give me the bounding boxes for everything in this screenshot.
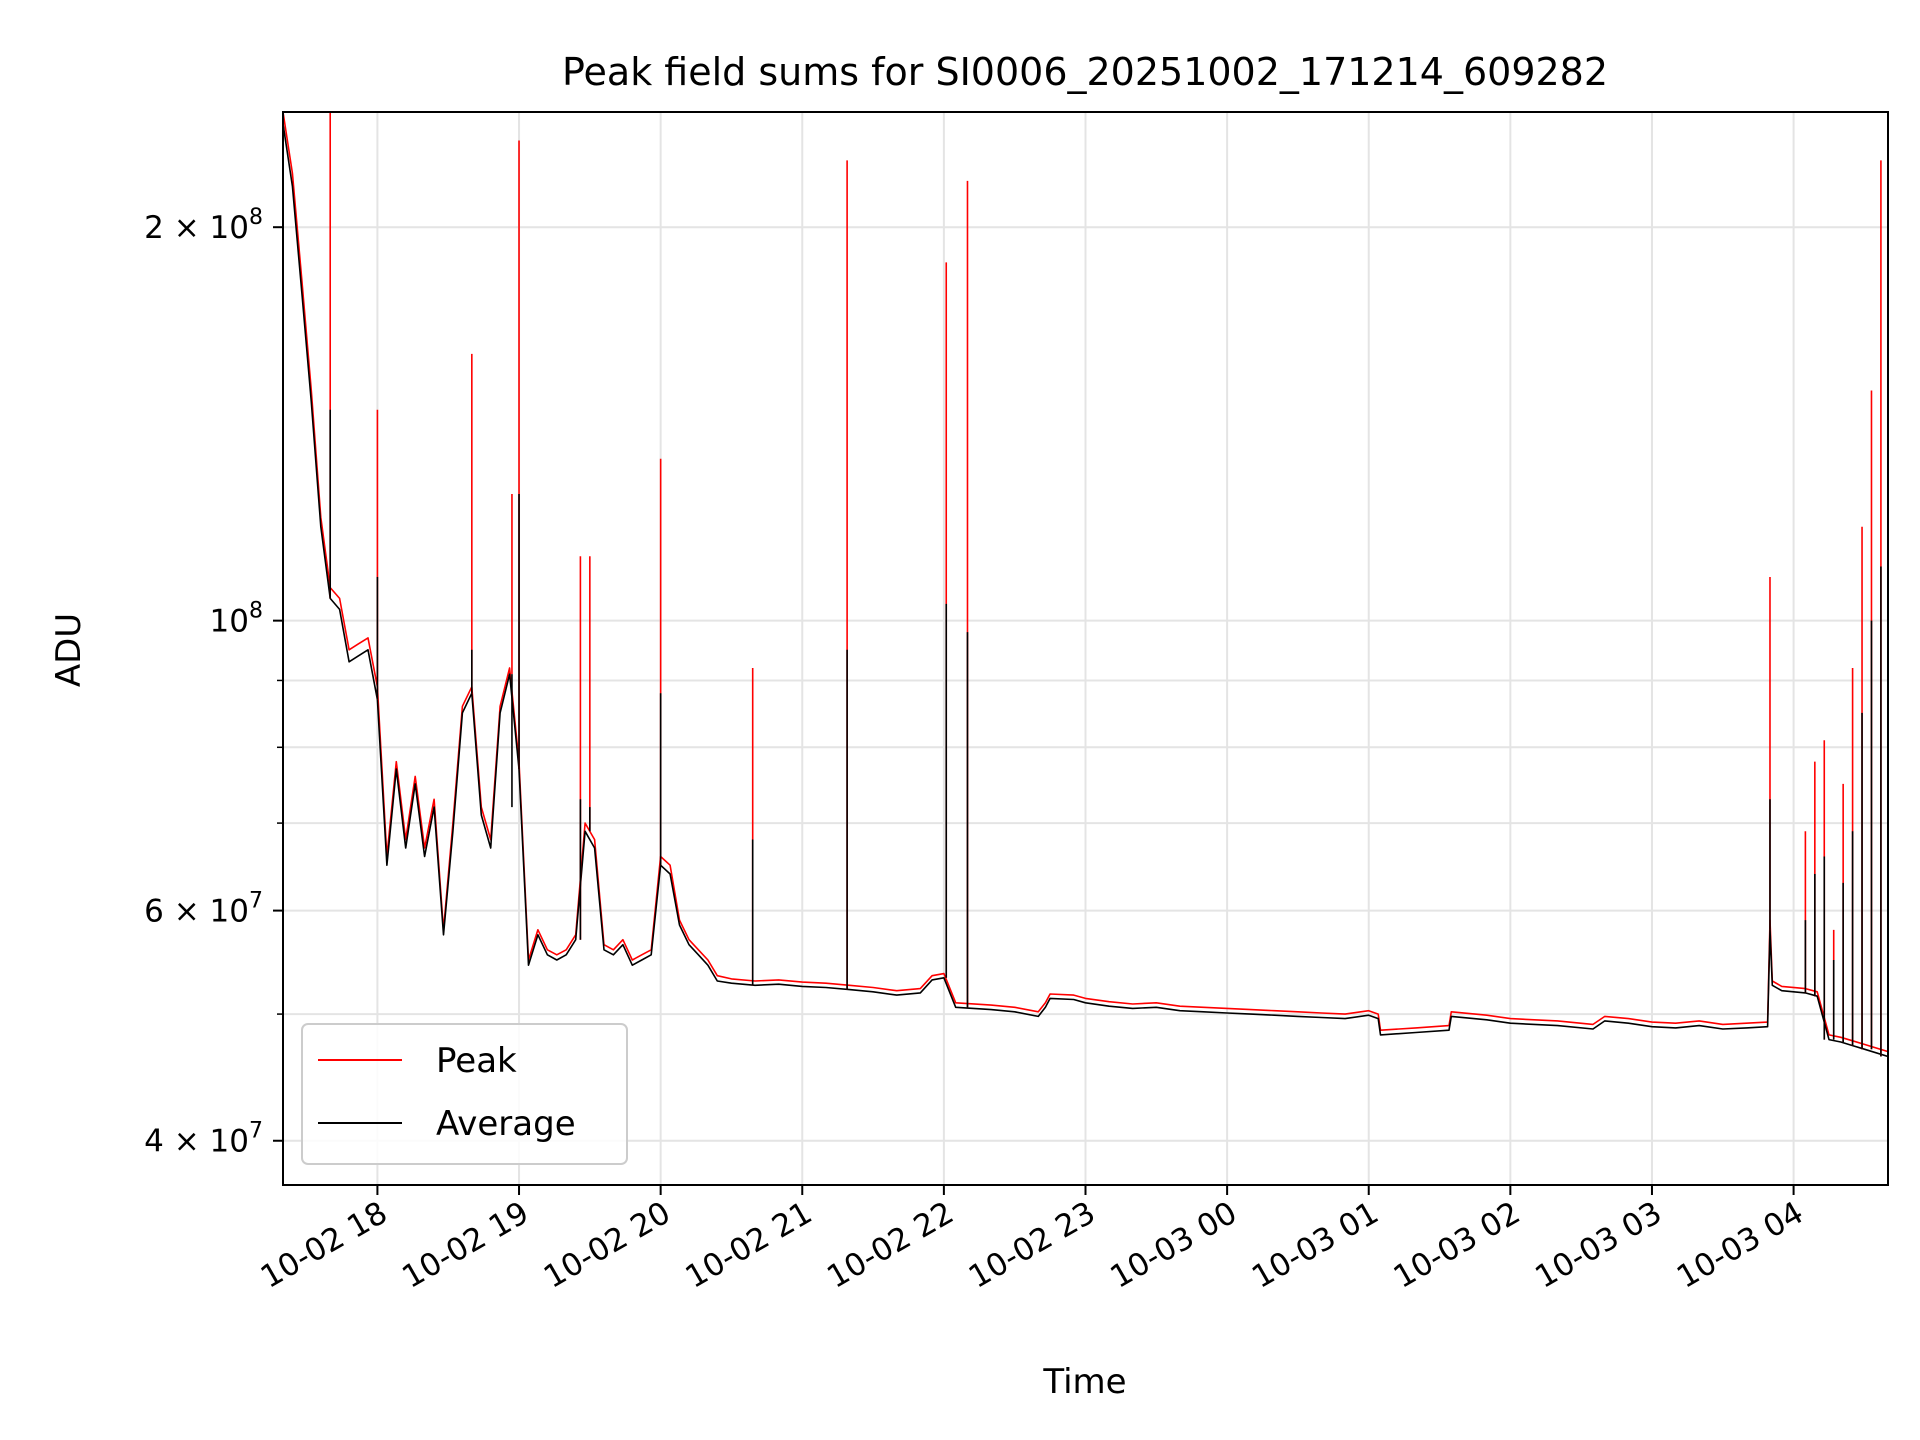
plot-frame — [282, 111, 1889, 1186]
legend-label-average: Average — [436, 1104, 576, 1144]
series-layer — [283, 112, 1888, 1058]
series-line-average — [283, 123, 1888, 1058]
x-axis-label: Time — [1042, 1362, 1126, 1402]
chart-title: Peak field sums for SI0006_20251002_1712… — [562, 50, 1608, 94]
y-tick-label: 6 × 107 — [144, 889, 263, 930]
y-tick-label: 4 × 107 — [144, 1119, 263, 1160]
legend: Peak Average — [301, 1023, 628, 1165]
legend-label-peak: Peak — [436, 1041, 517, 1081]
y-tick-label: 108 — [210, 599, 263, 640]
gridlines — [283, 112, 1888, 1185]
y-axis-label: ADU — [49, 613, 89, 687]
y-tick-label: 2 × 108 — [144, 205, 263, 246]
